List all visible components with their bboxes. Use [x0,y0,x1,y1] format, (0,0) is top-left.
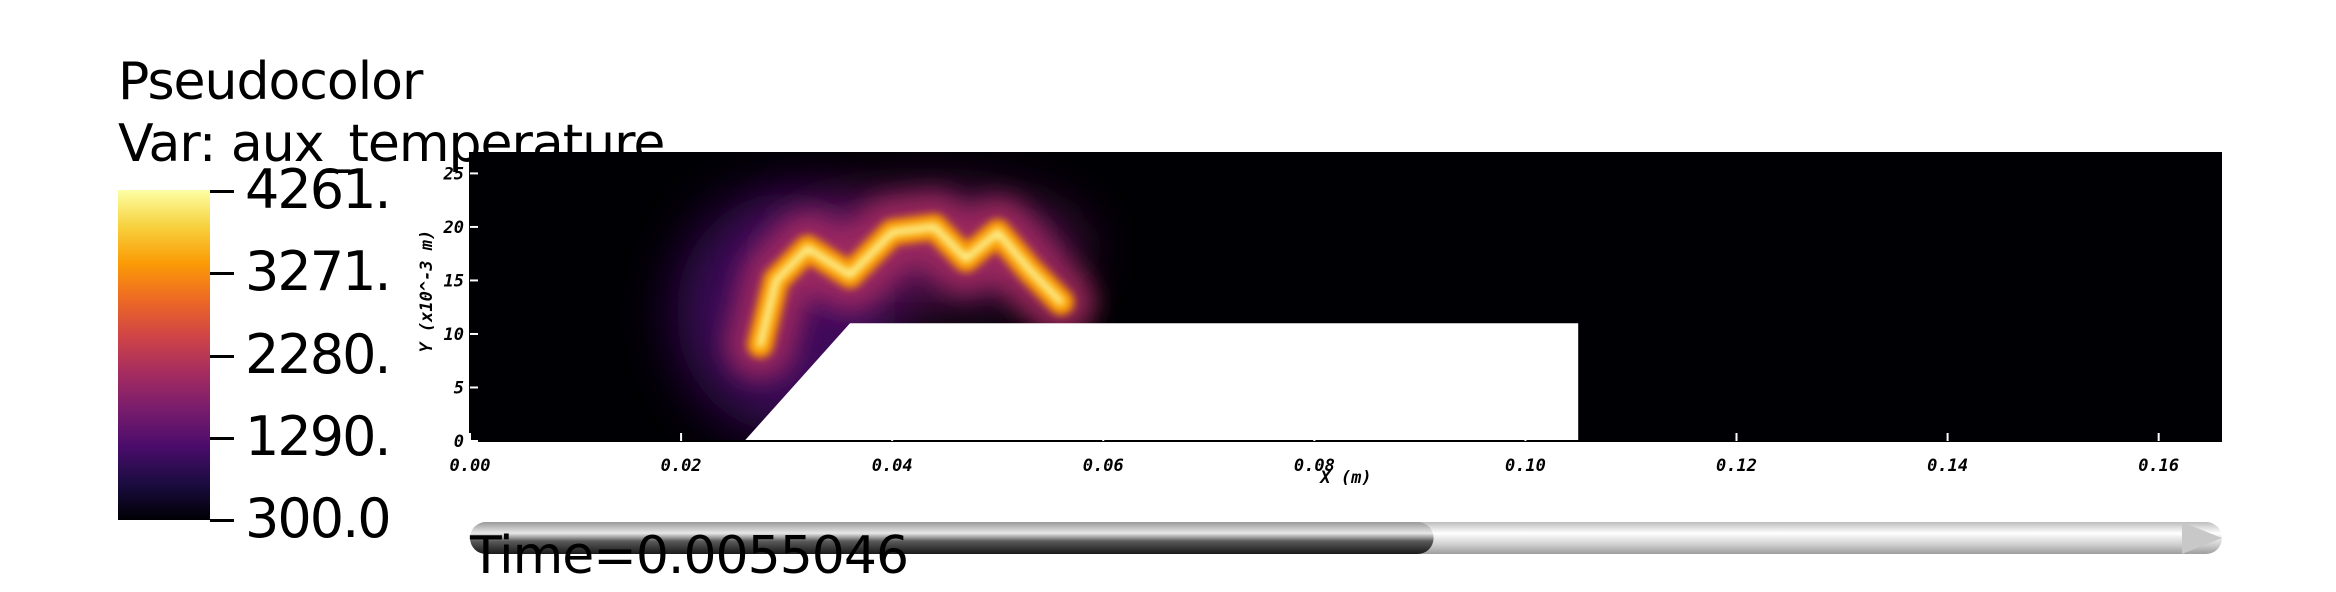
x-tick-label-5: 0.10 [1505,456,1546,476]
x-tick-label-7: 0.14 [1927,456,1968,476]
colorbar-tick-4 [210,519,234,522]
y-tick-label-5: 25 [443,164,464,184]
x-tick-label-4: 0.08 [1294,456,1335,476]
flame-ridge [756,223,1065,349]
x-tick-label-2: 0.04 [872,456,913,476]
time-slider-progress [470,522,1434,554]
y-tick-label-0: 0 [454,432,464,452]
legend-title: Pseudocolor [118,52,423,112]
time-slider-tip [2182,522,2222,554]
x-axis-title: X (m) [1318,468,1371,488]
colorbar-label-2: 3271. [245,240,392,303]
colorbar-label-max: 4261. [245,158,392,221]
colorbar-label-min: 300.0 [245,487,392,550]
colorbar-tick-3 [210,437,234,440]
x-tick-label-6: 0.12 [1716,456,1757,476]
y-tick-label-3: 15 [444,271,464,291]
x-tick-label-3: 0.06 [1083,456,1124,476]
colorbar-tick-1 [210,272,234,275]
x-tick-label-8: 0.16 [2138,456,2179,476]
obstacle-solid [744,323,1579,441]
colorbar-tick-0 [210,190,234,193]
x-tick-label-0: 0.00 [450,456,491,476]
y-tick-label-4: 20 [443,218,464,238]
colorbar-label-3: 2280. [245,323,392,386]
time-label: Time=0.0055046 [470,526,909,586]
colorbar [118,190,210,520]
y-axis-title: Y (x10^-3 m) [417,230,437,353]
y-tick-label-2: 10 [444,325,464,345]
x-tick-label-1: 0.02 [661,456,702,476]
colorbar-label-4: 1290. [245,405,392,468]
y-tick-label-1: 5 [454,378,464,398]
colorbar-tick-2 [210,355,234,358]
